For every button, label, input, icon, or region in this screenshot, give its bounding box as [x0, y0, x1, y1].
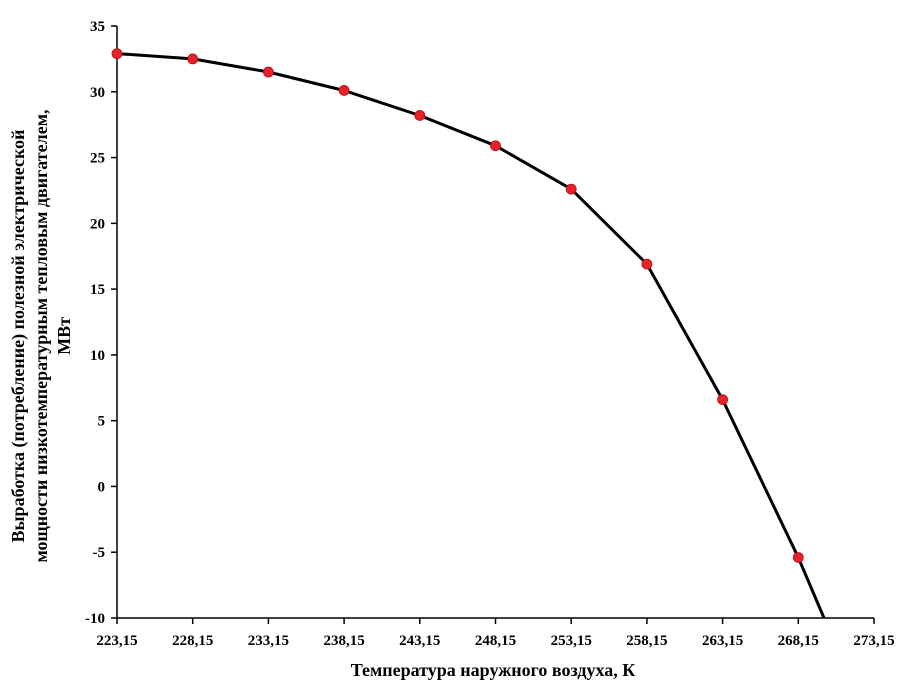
y-tick-label: 20: [90, 216, 105, 232]
y-tick-label: 30: [90, 85, 105, 101]
y-tick-label: -10: [85, 611, 105, 627]
data-point: [792, 552, 804, 563]
x-tick-label: 228,15: [172, 633, 213, 649]
x-tick-label: 248,15: [475, 633, 516, 649]
data-point: [111, 48, 123, 60]
y-tick-label: 15: [90, 282, 105, 298]
y-tick-label: -5: [93, 545, 106, 561]
data-point: [490, 140, 501, 152]
data-point: [262, 66, 274, 78]
x-tick-label: 243,15: [399, 633, 440, 649]
y-tick-label: 35: [90, 19, 105, 35]
y-axis-title-line-2: мощности низкотемпературным тепловым дви…: [31, 110, 51, 563]
x-tick-label: 273,15: [853, 633, 894, 649]
x-tick-label: 223,15: [96, 633, 137, 649]
y-axis-title: Выработка (потребление) полезной электри…: [8, 110, 74, 563]
x-tick-label: 263,15: [702, 633, 743, 649]
y-tick-label: 25: [90, 151, 105, 167]
data-point: [641, 258, 653, 270]
x-ticks: 223,15 228,15 233,15 238,15 243,15 248,15 253,…: [96, 618, 895, 649]
y-tick-label: 5: [98, 414, 106, 430]
data-point: [565, 183, 577, 195]
data-point: [187, 53, 199, 65]
x-tick-label: 268,15: [778, 633, 819, 649]
data-point: [338, 85, 350, 96]
x-tick-label: 258,15: [626, 633, 667, 649]
y-axis-title-line-1: Выработка (потребление) полезной электри…: [8, 130, 29, 543]
x-tick-label: 238,15: [323, 633, 364, 649]
x-tick-label: 233,15: [248, 633, 289, 649]
y-ticks: -10 -5 0 5 10 15 20 25 30 35: [85, 19, 117, 627]
x-axis-title: Температура наружного воздуха, К: [351, 660, 636, 680]
data-point: [414, 110, 426, 121]
data-point: [717, 394, 728, 406]
y-tick-label: 0: [98, 479, 106, 495]
series-line: [116, 52, 826, 618]
x-tick-label: 253,15: [551, 633, 592, 649]
data-points: [111, 48, 804, 563]
y-axis-title-line-3: МВт: [54, 317, 74, 355]
y-tick-label: 10: [90, 348, 105, 364]
